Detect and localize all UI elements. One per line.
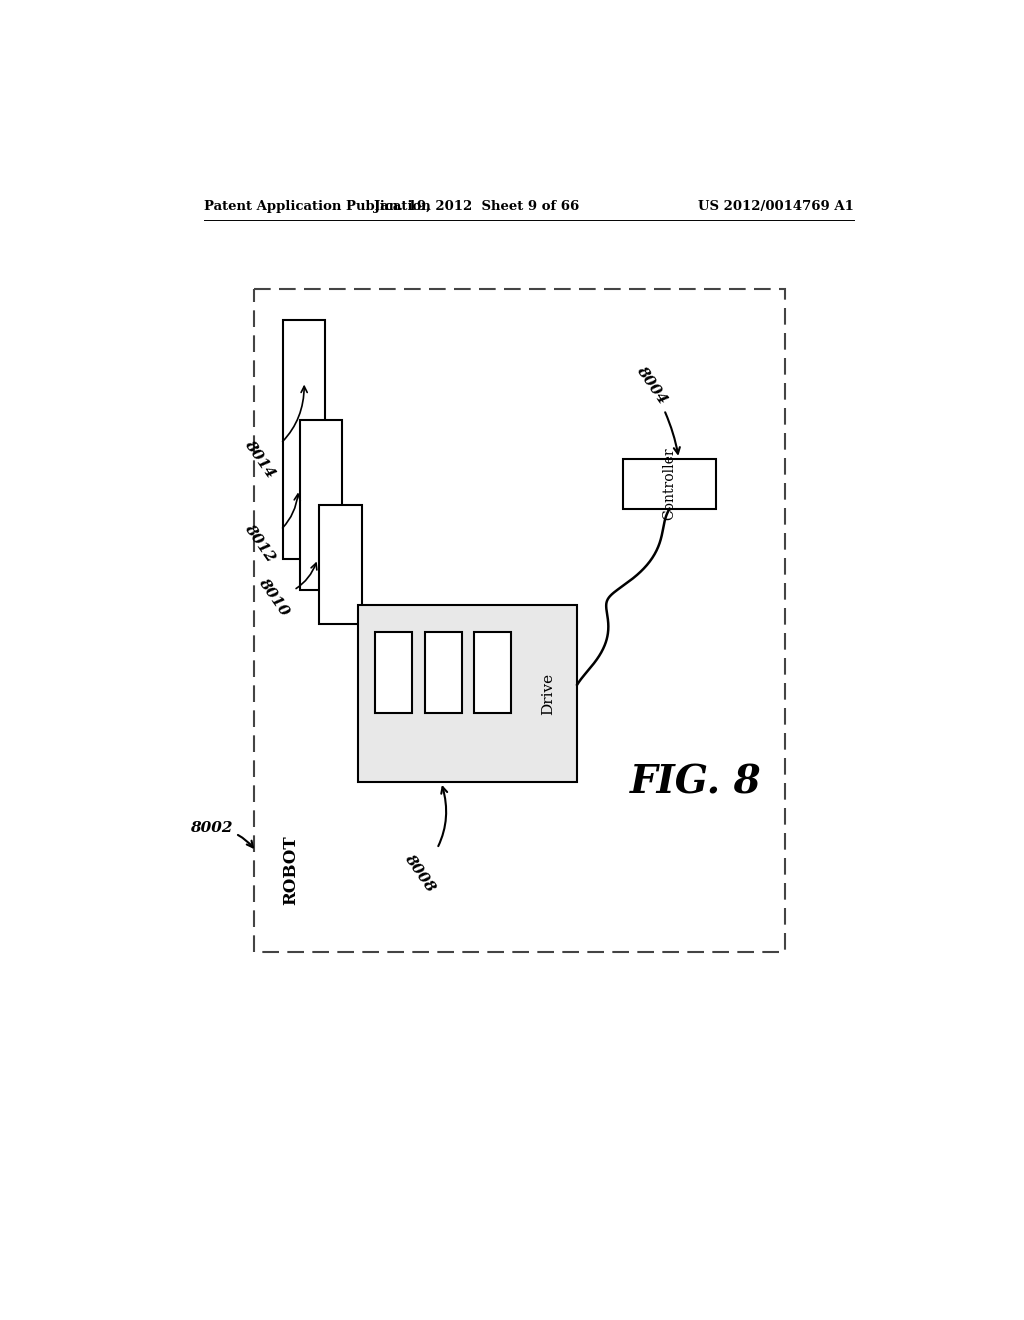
Text: 8010: 8010 (255, 564, 316, 619)
Text: Drive: Drive (541, 672, 555, 714)
Bar (376, 632, 413, 713)
Text: ROBOT: ROBOT (283, 836, 299, 906)
Text: 8012: 8012 (242, 494, 300, 565)
Bar (624, 459, 716, 508)
Bar (300, 420, 342, 590)
Text: 8004: 8004 (633, 364, 680, 454)
Text: 8008: 8008 (401, 787, 447, 894)
Text: 8002: 8002 (190, 821, 253, 847)
Bar (254, 289, 785, 952)
Bar (425, 632, 462, 713)
Bar (357, 605, 578, 781)
Text: US 2012/0014769 A1: US 2012/0014769 A1 (698, 199, 854, 213)
Text: Controller: Controller (663, 447, 677, 520)
Bar (474, 632, 511, 713)
Text: Patent Application Publication: Patent Application Publication (204, 199, 430, 213)
Text: FIG. 8: FIG. 8 (631, 763, 762, 801)
Bar (319, 506, 361, 624)
Text: Jan. 19, 2012  Sheet 9 of 66: Jan. 19, 2012 Sheet 9 of 66 (375, 199, 580, 213)
Bar (283, 321, 326, 558)
Text: 8014: 8014 (242, 387, 307, 480)
